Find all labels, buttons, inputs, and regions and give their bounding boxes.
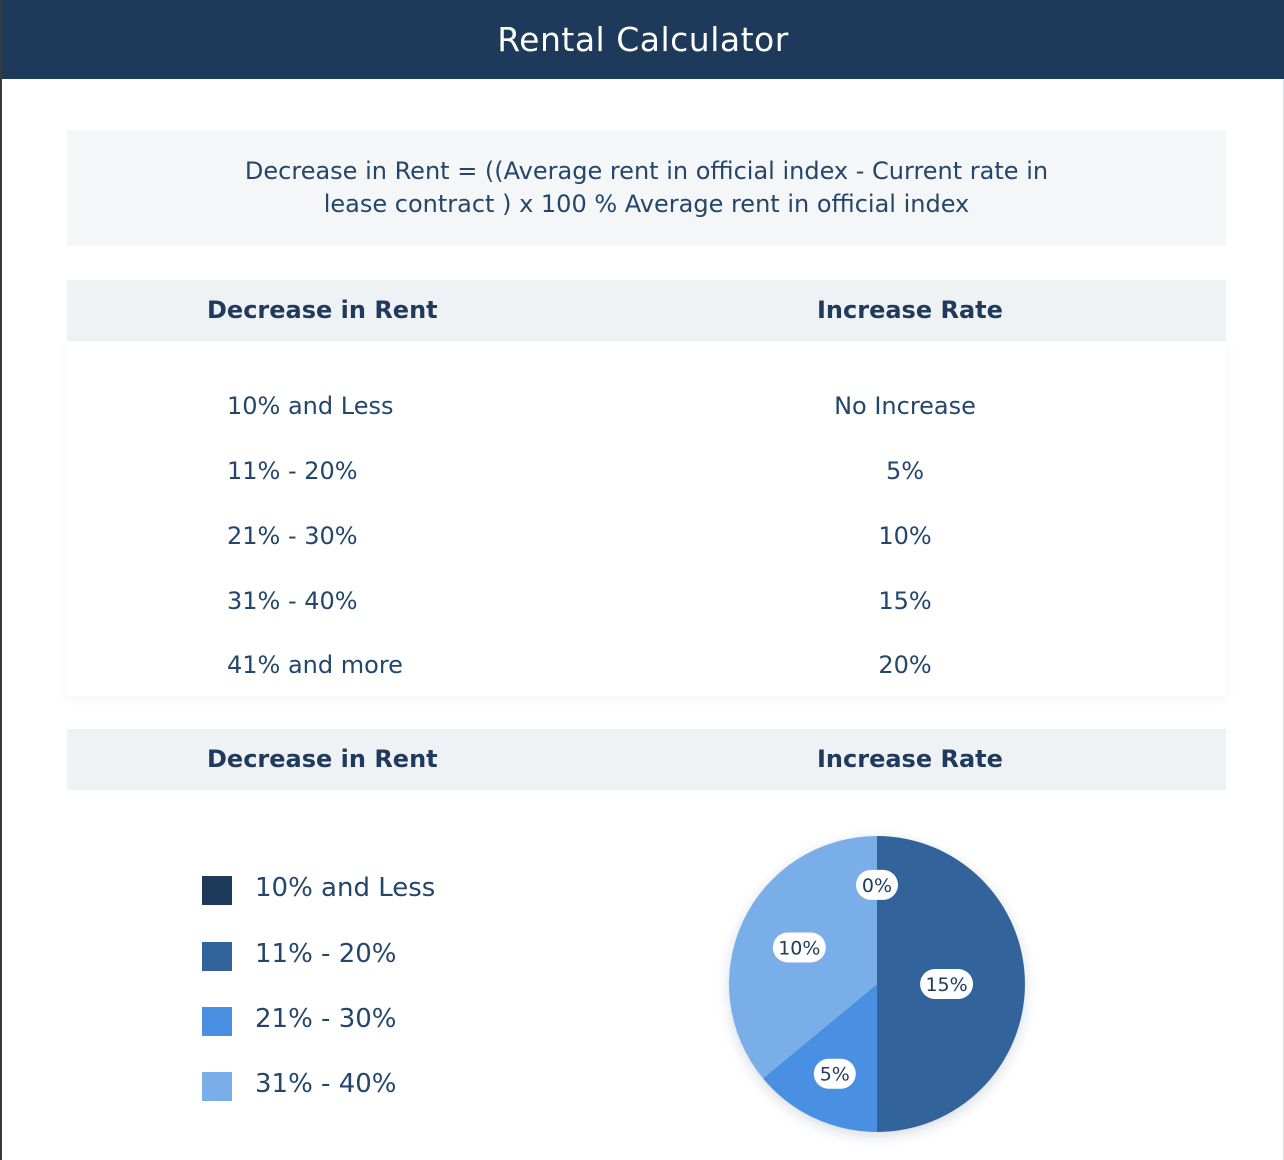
legend-swatch bbox=[202, 942, 232, 971]
pie-slice bbox=[762, 984, 877, 1132]
table-cell-decrease: 11% - 20% bbox=[227, 457, 358, 485]
table-row: 11% - 20% 5% bbox=[67, 451, 1226, 491]
table-cell-decrease: 31% - 40% bbox=[227, 587, 358, 615]
table-row: 10% and Less No Increase bbox=[67, 386, 1226, 426]
chart-header-decrease: Decrease in Rent bbox=[207, 745, 438, 773]
legend-label: 10% and Less bbox=[255, 873, 436, 903]
chart-header-increase: Increase Rate bbox=[817, 745, 1003, 773]
chart-header: Decrease in Rent Increase Rate bbox=[67, 729, 1226, 790]
page-title: Rental Calculator bbox=[497, 20, 789, 59]
svg-text:15%: 15% bbox=[925, 974, 967, 996]
formula-panel: Decrease in Rent = ((Average rent in off… bbox=[67, 130, 1226, 246]
pie-slice-label: 5% bbox=[813, 1058, 856, 1089]
table-header: Decrease in Rent Increase Rate bbox=[67, 280, 1226, 341]
svg-text:5%: 5% bbox=[820, 1064, 850, 1086]
chart-panel bbox=[67, 790, 1226, 1160]
table-cell-decrease: 41% and more bbox=[227, 651, 403, 679]
table-cell-decrease: 21% - 30% bbox=[227, 522, 358, 550]
svg-text:0%: 0% bbox=[862, 875, 892, 897]
pie-slice-label: 10% bbox=[772, 932, 826, 963]
pie-slice-label: 15% bbox=[920, 969, 974, 999]
legend-label: 31% - 40% bbox=[255, 1069, 397, 1099]
legend-swatch bbox=[202, 876, 232, 905]
legend-label: 11% - 20% bbox=[255, 939, 397, 969]
column-header-increase: Increase Rate bbox=[817, 296, 1003, 324]
rate-table: 10% and Less No Increase 11% - 20% 5% 21… bbox=[67, 341, 1226, 696]
table-cell-increase: 20% bbox=[878, 651, 932, 679]
legend-swatch bbox=[202, 1007, 232, 1036]
table-cell-increase: 5% bbox=[885, 457, 925, 485]
table-cell-increase: No Increase bbox=[834, 392, 976, 420]
table-row: 41% and more 20% bbox=[67, 645, 1226, 685]
formula-text: Decrease in Rent = ((Average rent in off… bbox=[244, 157, 1049, 218]
table-cell-decrease: 10% and Less bbox=[227, 392, 394, 420]
table-cell-increase: 10% bbox=[878, 522, 932, 550]
legend-label: 21% - 30% bbox=[255, 1004, 397, 1034]
table-cell-increase: 15% bbox=[878, 587, 932, 615]
svg-text:10%: 10% bbox=[778, 937, 820, 959]
table-row: 31% - 40% 15% bbox=[67, 581, 1226, 621]
table-row: 21% - 30% 10% bbox=[67, 516, 1226, 556]
legend-swatch bbox=[202, 1072, 232, 1101]
column-header-decrease: Decrease in Rent bbox=[207, 296, 438, 324]
pie-chart: 0% 15% 5% 10% bbox=[729, 836, 1025, 1132]
title-bar: Rental Calculator bbox=[2, 0, 1284, 79]
pie-slice-label: 0% bbox=[856, 869, 898, 900]
